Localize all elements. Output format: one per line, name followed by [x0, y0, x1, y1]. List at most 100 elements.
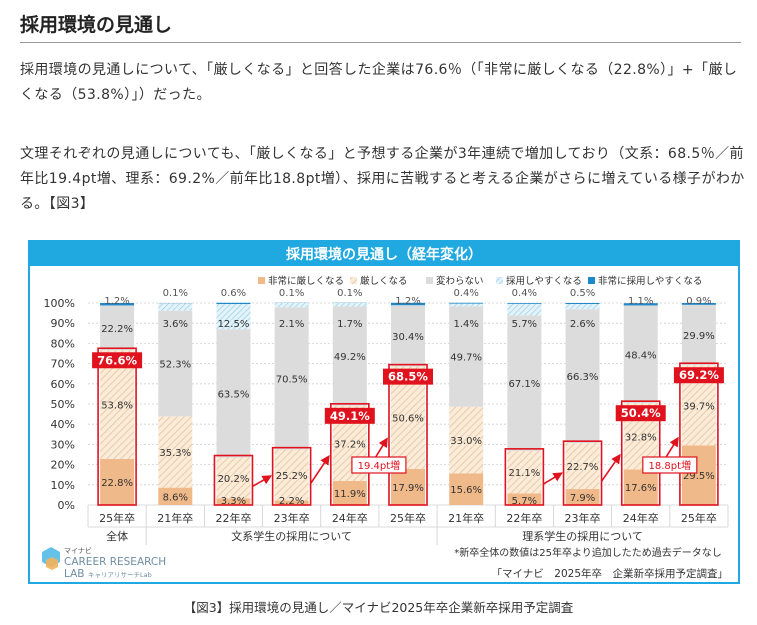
- data-label: 22.2%: [101, 324, 133, 335]
- total-badge-label: 68.5%: [388, 370, 428, 384]
- data-label: 21.1%: [508, 468, 540, 479]
- bar-segment: [507, 303, 542, 316]
- x-tick-label: 21年卒: [448, 511, 484, 525]
- data-label: 67.1%: [508, 379, 540, 390]
- bar-segment: [274, 500, 309, 505]
- data-label: 52.3%: [159, 359, 191, 370]
- data-label: 29.9%: [683, 331, 715, 342]
- data-label: 50.6%: [392, 414, 424, 425]
- bar-segment: [216, 498, 251, 505]
- y-tick-label: 60%: [51, 378, 75, 391]
- data-label: 30.4%: [392, 332, 424, 343]
- x-group-label: 理系学生の採用について: [522, 529, 643, 543]
- legend-label-3: 採用しやすくなる: [506, 275, 582, 287]
- trend-arrow: [542, 472, 563, 485]
- bar-segment: [507, 450, 542, 494]
- total-badge: [673, 367, 724, 384]
- chart-frame: 採用環境の見通し（経年変化） 非常に厳しくなる 厳しくなる 変わらない 採用しやすくな…: [28, 240, 740, 584]
- data-label: 39.7%: [683, 401, 715, 412]
- x-tick-label: 24年卒: [332, 511, 368, 525]
- total-badge: [92, 352, 143, 369]
- data-label: 5.7%: [512, 319, 537, 330]
- bar-segment: [100, 350, 135, 459]
- data-label: 8.6%: [163, 492, 188, 503]
- bar-segment: [332, 306, 367, 406]
- y-tick-label: 70%: [51, 358, 75, 371]
- bar-segment: [681, 303, 716, 305]
- bar-segment: [507, 493, 542, 505]
- data-label: 0.1%: [337, 288, 362, 299]
- bar-segment: [216, 304, 251, 330]
- bar-segment: [216, 329, 251, 458]
- data-label: 63.5%: [218, 389, 250, 400]
- bar-segment: [100, 305, 135, 351]
- legend-swatch-1: [350, 277, 357, 284]
- data-label: 32.8%: [625, 432, 657, 443]
- bar-segment: [449, 473, 484, 505]
- bar-segment: [565, 309, 600, 444]
- data-label: 7.9%: [570, 493, 595, 504]
- bar-segment: [449, 303, 484, 307]
- chart-title-bar: [29, 241, 739, 266]
- bar-segment: [623, 303, 658, 306]
- x-tick-label: 23年卒: [274, 511, 310, 525]
- highlight-outline: [213, 454, 254, 506]
- highlight-outline: [504, 448, 545, 506]
- bar-segment: [565, 304, 600, 310]
- data-label: 70.5%: [276, 374, 308, 385]
- bar-segment: [391, 468, 425, 505]
- data-label: 17.6%: [625, 483, 657, 494]
- data-label: 37.2%: [334, 439, 366, 450]
- legend-swatch-0: [258, 277, 265, 284]
- bar-segment: [216, 302, 251, 305]
- highlight-outline: [330, 403, 370, 506]
- x-group-label: 文系学生の採用について: [231, 529, 352, 543]
- highlight-outline: [388, 363, 428, 506]
- x-tick-label: 22年卒: [215, 511, 251, 525]
- increase-annotation-box: [351, 456, 407, 474]
- data-label: 66.3%: [567, 372, 599, 383]
- total-badge-label: 50.4%: [621, 406, 661, 420]
- y-tick-label: 20%: [51, 459, 75, 472]
- bar-segment: [332, 480, 367, 505]
- bar-segment: [158, 416, 193, 488]
- x-tick-label: 22年卒: [506, 511, 542, 525]
- bar-segment: [565, 303, 600, 305]
- bar-segment: [332, 303, 367, 307]
- logo-mynavi: マイナビ: [64, 546, 92, 555]
- y-tick-label: 0%: [58, 499, 75, 512]
- data-label: 12.5%: [218, 319, 250, 330]
- trend-arrow: [252, 475, 273, 488]
- data-label: 5.7%: [512, 496, 537, 507]
- data-label: 49.7%: [450, 353, 482, 364]
- data-label: 15.6%: [450, 485, 482, 496]
- data-label: 48.4%: [625, 350, 657, 361]
- increase-annotation-box: [642, 456, 698, 474]
- total-badge: [324, 407, 375, 424]
- x-tick-label: 25年卒: [390, 511, 426, 525]
- bar-segment: [158, 487, 193, 505]
- data-label: 3.3%: [221, 496, 246, 507]
- data-label: 49.2%: [334, 352, 366, 363]
- data-label: 35.3%: [159, 448, 191, 459]
- total-badge: [615, 405, 666, 422]
- logo-sub: キャリアリサーチLab: [88, 571, 152, 579]
- total-badge-label: 49.1%: [330, 409, 370, 423]
- paragraph-detail: 文理それぞれの見通しについても、「厳しくなる」と予想する企業が3年連続で増加して…: [20, 146, 745, 212]
- data-label: 33.0%: [450, 436, 482, 447]
- data-label: 1.2%: [395, 296, 420, 307]
- bar-segment: [623, 305, 658, 404]
- section-heading: 採用環境の見通し: [20, 14, 173, 36]
- data-label: 0.4%: [512, 288, 537, 299]
- paragraph-summary: 採用環境の見通しについて、「厳しくなる」と回答した企業は76.6％（「非常に厳し…: [20, 62, 738, 103]
- data-label: 0.1%: [163, 288, 188, 299]
- data-label: 22.7%: [567, 462, 599, 473]
- data-label: 1.1%: [628, 296, 653, 307]
- trend-arrow: [600, 453, 621, 482]
- bar-segment: [158, 310, 193, 417]
- bar-segment: [507, 303, 542, 304]
- y-tick-label: 40%: [51, 418, 75, 431]
- y-tick-label: 80%: [51, 337, 75, 350]
- data-label: 53.8%: [101, 401, 133, 412]
- increase-annotation: 19.4pt増: [358, 459, 401, 472]
